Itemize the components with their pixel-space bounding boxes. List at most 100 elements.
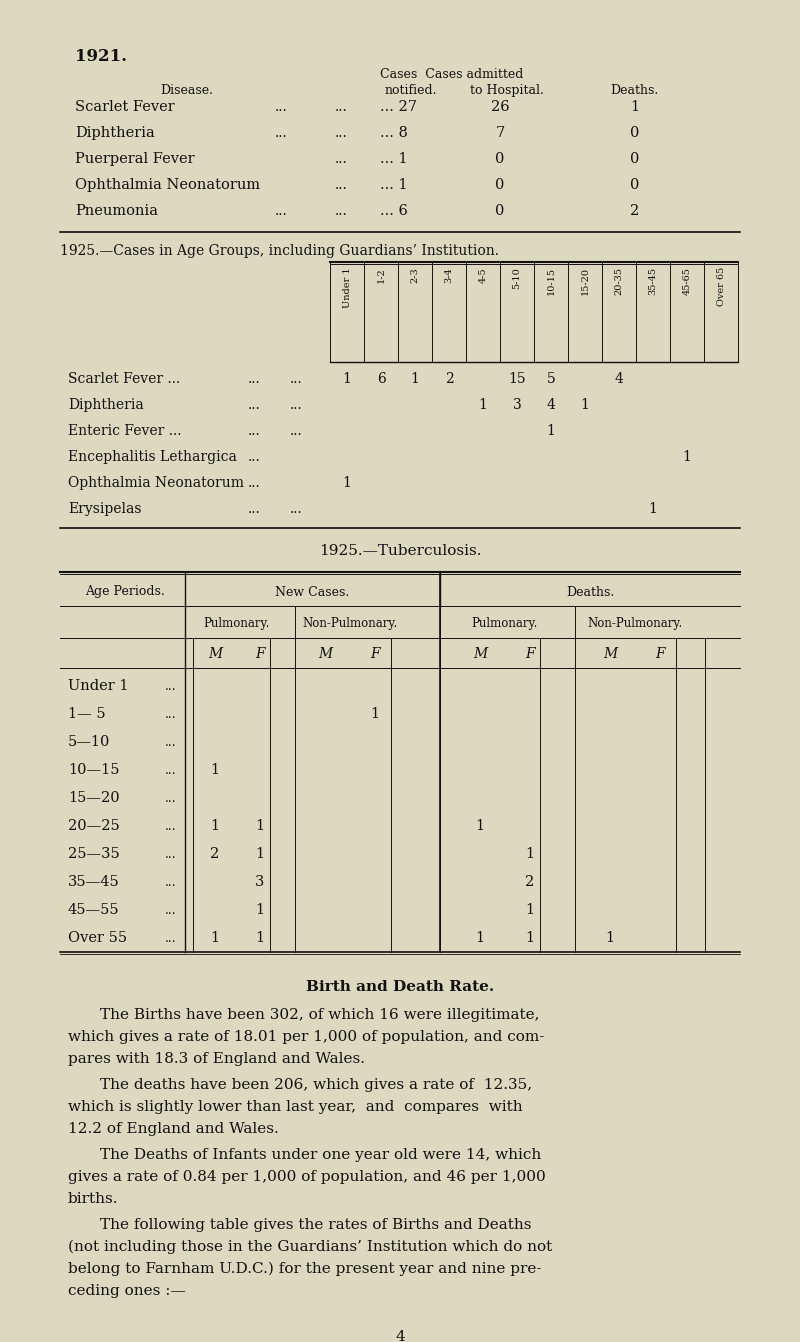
Text: 20-35: 20-35 (614, 267, 623, 295)
Text: ...: ... (165, 848, 177, 860)
Text: 1: 1 (475, 931, 485, 945)
Text: ...: ... (165, 735, 177, 749)
Text: 1: 1 (526, 903, 534, 917)
Text: ...: ... (275, 204, 288, 217)
Text: ...: ... (248, 399, 261, 412)
Text: 3-4: 3-4 (445, 267, 454, 283)
Text: 2: 2 (630, 204, 640, 217)
Text: gives a rate of 0.84 per 1,000 of population, and 46 per 1,000: gives a rate of 0.84 per 1,000 of popula… (68, 1170, 546, 1184)
Text: Over 55: Over 55 (68, 931, 127, 945)
Text: ...: ... (165, 875, 177, 888)
Text: The following table gives the rates of Births and Deaths: The following table gives the rates of B… (100, 1219, 531, 1232)
Text: ...: ... (165, 679, 177, 692)
Text: 1: 1 (526, 931, 534, 945)
Text: ...: ... (165, 792, 177, 804)
Text: 6: 6 (377, 372, 386, 386)
Text: Disease.: Disease. (160, 85, 213, 97)
Text: ...: ... (165, 764, 177, 777)
Text: 3: 3 (513, 399, 522, 412)
Text: 5: 5 (546, 372, 555, 386)
Text: 1: 1 (649, 502, 658, 517)
Text: Deaths.: Deaths. (566, 585, 614, 599)
Text: pares with 18.3 of England and Wales.: pares with 18.3 of England and Wales. (68, 1052, 365, 1066)
Text: 0: 0 (630, 178, 640, 192)
Text: ...: ... (165, 820, 177, 832)
Text: 1: 1 (255, 903, 265, 917)
Text: ...: ... (335, 126, 348, 140)
Text: 1: 1 (682, 450, 691, 464)
Text: 0: 0 (630, 126, 640, 140)
Text: 1: 1 (210, 819, 219, 833)
Text: Enteric Fever ...: Enteric Fever ... (68, 424, 182, 437)
Text: 2-3: 2-3 (410, 267, 419, 283)
Text: Deaths.: Deaths. (610, 85, 658, 97)
Text: 1: 1 (581, 399, 590, 412)
Text: 1: 1 (630, 101, 639, 114)
Text: Ophthalmia Neonatorum: Ophthalmia Neonatorum (75, 178, 260, 192)
Text: ...: ... (165, 931, 177, 945)
Text: The deaths have been 206, which gives a rate of  12.35,: The deaths have been 206, which gives a … (100, 1078, 532, 1092)
Text: 2: 2 (526, 875, 534, 888)
Text: M: M (318, 647, 332, 662)
Text: which is slightly lower than last year,  and  compares  with: which is slightly lower than last year, … (68, 1100, 522, 1114)
Text: Cases  Cases admitted: Cases Cases admitted (380, 68, 523, 81)
Text: 1921.: 1921. (75, 48, 127, 64)
Text: 1: 1 (475, 819, 485, 833)
Text: 1-2: 1-2 (377, 267, 386, 283)
Text: The Births have been 302, of which 16 were illegitimate,: The Births have been 302, of which 16 we… (100, 1008, 539, 1023)
Text: notified.: notified. (385, 85, 438, 97)
Text: Puerperal Fever: Puerperal Fever (75, 152, 194, 166)
Text: New Cases.: New Cases. (275, 585, 349, 599)
Text: Encephalitis Lethargica: Encephalitis Lethargica (68, 450, 237, 464)
Text: Pulmonary.: Pulmonary. (204, 617, 270, 631)
Text: ...: ... (335, 204, 348, 217)
Text: 1— 5: 1— 5 (68, 707, 106, 721)
Text: belong to Farnham U.D.C.) for the present year and nine pre-: belong to Farnham U.D.C.) for the presen… (68, 1261, 542, 1276)
Text: ... 1: ... 1 (380, 152, 408, 166)
Text: 25—35: 25—35 (68, 847, 120, 862)
Text: 2: 2 (210, 847, 220, 862)
Text: 1925.—Cases in Age Groups, including Guardians’ Institution.: 1925.—Cases in Age Groups, including Gua… (60, 244, 499, 258)
Text: 20—25: 20—25 (68, 819, 120, 833)
Text: 12.2 of England and Wales.: 12.2 of England and Wales. (68, 1122, 278, 1135)
Text: 4: 4 (614, 372, 623, 386)
Text: 35-45: 35-45 (649, 267, 658, 295)
Text: M: M (208, 647, 222, 662)
Text: Under 1: Under 1 (68, 679, 129, 692)
Text: ...: ... (275, 126, 288, 140)
Text: 1: 1 (478, 399, 487, 412)
Text: 1925.—Tuberculosis.: 1925.—Tuberculosis. (318, 544, 482, 558)
Text: 1: 1 (342, 476, 351, 490)
Text: 1: 1 (342, 372, 351, 386)
Text: Over 65: Over 65 (717, 267, 726, 306)
Text: ...: ... (290, 372, 302, 386)
Text: Scarlet Fever: Scarlet Fever (75, 101, 174, 114)
Text: F: F (255, 647, 265, 662)
Text: M: M (473, 647, 487, 662)
Text: ...: ... (165, 707, 177, 721)
Text: 15: 15 (508, 372, 526, 386)
Text: Pulmonary.: Pulmonary. (472, 617, 538, 631)
Text: 1: 1 (410, 372, 419, 386)
Text: Under 1: Under 1 (342, 267, 351, 307)
Text: 4: 4 (546, 399, 555, 412)
Text: ...: ... (335, 178, 348, 192)
Text: 10-15: 10-15 (546, 267, 555, 295)
Text: Erysipelas: Erysipelas (68, 502, 142, 517)
Text: ... 8: ... 8 (380, 126, 408, 140)
Text: 1: 1 (370, 707, 379, 721)
Text: 2: 2 (445, 372, 454, 386)
Text: 1: 1 (546, 424, 555, 437)
Text: 1: 1 (210, 931, 219, 945)
Text: Age Periods.: Age Periods. (85, 585, 165, 599)
Text: 5—10: 5—10 (68, 735, 110, 749)
Text: 5-10: 5-10 (513, 267, 522, 289)
Text: ... 6: ... 6 (380, 204, 408, 217)
Text: ... 1: ... 1 (380, 178, 408, 192)
Text: ...: ... (335, 101, 348, 114)
Text: 4-5: 4-5 (478, 267, 487, 283)
Text: ...: ... (335, 152, 348, 166)
Text: 45-65: 45-65 (682, 267, 691, 295)
Text: The Deaths of Infants under one year old were 14, which: The Deaths of Infants under one year old… (100, 1147, 542, 1162)
Text: ...: ... (165, 903, 177, 917)
